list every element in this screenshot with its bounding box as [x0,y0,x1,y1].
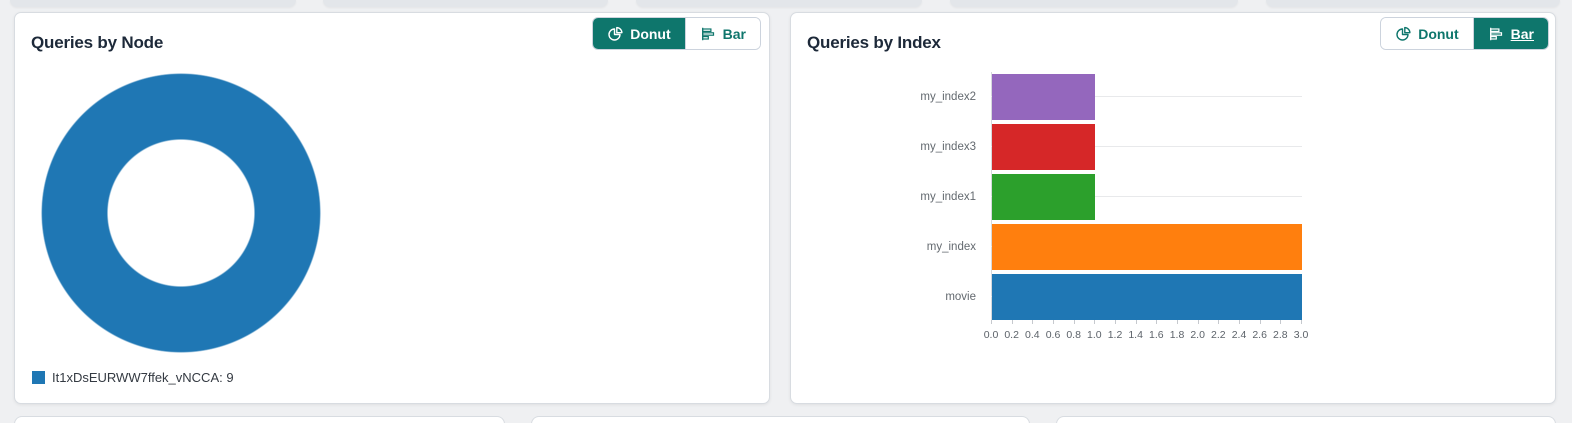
bar-toggle-label: Bar [722,25,746,42]
donut-chart[interactable] [41,73,321,353]
x-axis-tick [1177,320,1178,324]
x-axis-tick-label: 1.8 [1169,329,1185,341]
bar-my_index3[interactable] [992,124,1095,170]
x-axis-tick-label: 1.0 [1087,329,1102,341]
x-axis-tick-label: 2.6 [1252,329,1267,341]
donut-chart-icon [607,26,623,42]
category-label-my_index1: my_index1 [920,191,976,203]
x-axis-tick [1032,320,1034,324]
bar-toggle-label: Bar [1510,25,1534,42]
x-axis-tick [991,320,992,324]
x-axis-tick-label: 0.8 [1066,329,1081,341]
category-label-movie: movie [945,291,976,303]
y-axis-line [991,72,992,324]
x-axis-tick [1073,320,1075,324]
x-axis-tick [1115,320,1116,324]
x-axis-tick-label: 0.4 [1025,329,1040,341]
x-axis-tick-label: 0.2 [1004,329,1019,341]
category-label-my_index: my_index [926,241,976,253]
chart-type-toggle: Donut Bar [592,17,761,50]
x-axis-tick [1135,320,1137,324]
bar-chart-icon [1488,26,1504,42]
gridline [991,96,1302,97]
x-axis-tick [1218,320,1220,324]
donut-toggle-button[interactable]: Donut [1381,18,1473,49]
donut-chart-icon [1395,26,1411,42]
x-axis-tick [1239,320,1240,324]
category-label-my_index3: my_index3 [920,141,976,153]
card-fragment [950,0,1238,7]
x-axis-tick [1197,320,1199,324]
gridline [991,146,1302,147]
card-fragment [1266,0,1560,7]
x-axis-tick [1280,320,1282,324]
donut-toggle-button[interactable]: Donut [593,18,685,49]
x-axis-tick-label: 0.0 [983,329,999,341]
x-axis-tick [1094,320,1096,324]
x-axis-tick [1156,320,1158,324]
panel-queries-by-index: Queries by Index Donut [790,12,1556,404]
bar-toggle-button[interactable]: Bar [684,18,760,49]
x-axis-tick [1301,320,1302,324]
card-fragment [323,0,608,7]
chart-legend: It1xDsEURWW7ffek_vNCCA: 9 [32,370,234,385]
x-axis-tick-label: 1.6 [1149,329,1164,341]
x-axis-tick-label: 1.2 [1107,329,1123,341]
card-fragment [636,0,922,7]
panel-queries-by-node: Queries by Node Donut [14,12,770,404]
x-axis-tick-label: 0.6 [1045,329,1061,341]
x-axis-tick [1011,320,1013,324]
bar-movie[interactable] [992,274,1302,320]
x-axis-tick-label: 2.2 [1211,329,1226,341]
bar-my_index[interactable] [992,224,1302,270]
card-fragment [531,416,1030,423]
card-fragment [10,0,296,7]
chart-type-toggle: Donut Bar [1380,17,1549,50]
x-axis-tick-label: 2.4 [1231,329,1247,341]
donut-toggle-label: Donut [1418,25,1459,42]
category-label-my_index2: my_index2 [920,91,976,103]
card-fragment [1056,416,1556,423]
legend-swatch [32,371,45,384]
bar-toggle-button[interactable]: Bar [1472,18,1548,49]
bar-my_index1[interactable] [992,174,1095,220]
panel-title: Queries by Node [31,33,164,52]
donut-toggle-label: Donut [630,25,671,42]
x-axis-tick-label: 1.4 [1128,329,1143,341]
x-axis-tick [1259,320,1261,324]
gridline [991,196,1302,197]
bar-my_index2[interactable] [992,74,1095,120]
legend-item[interactable]: It1xDsEURWW7ffek_vNCCA: 9 [32,370,234,385]
x-axis-tick-label: 2.0 [1190,329,1205,341]
x-axis-tick-label: 2.8 [1273,329,1288,341]
legend-label: It1xDsEURWW7ffek_vNCCA: 9 [52,370,234,385]
x-axis-tick [1053,320,1054,324]
card-fragment [14,416,505,423]
bar-chart-icon [700,26,716,42]
x-axis-tick-label: 3.0 [1293,329,1309,341]
panel-title: Queries by Index [807,33,941,52]
